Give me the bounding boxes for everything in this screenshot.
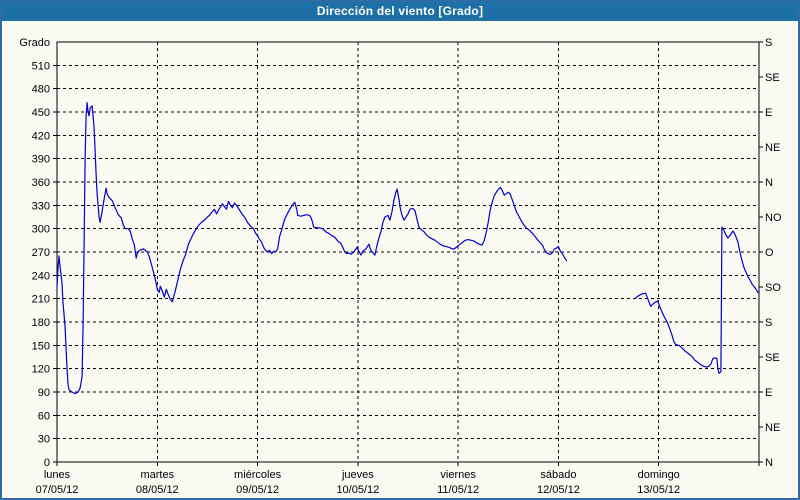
y-axis-left-tick-label: 90 — [38, 387, 50, 399]
y-axis-left-tick-label: 150 — [32, 340, 50, 352]
x-axis-day-label: lunes — [44, 469, 71, 481]
y-axis-left-tick-label: 60 — [38, 410, 50, 422]
y-axis-left-tick-label: 420 — [32, 130, 50, 142]
y-axis-left-tick-label: 510 — [32, 60, 50, 72]
y-axis-left-tick-label: 0 — [44, 457, 50, 469]
y-axis-right-compass-label: E — [765, 107, 772, 119]
x-axis-day-label: viernes — [440, 469, 476, 481]
y-axis-right-compass-label: SE — [765, 72, 780, 84]
y-axis-right-compass-label: S — [765, 37, 772, 49]
y-axis-left-tick-label: 180 — [32, 317, 50, 329]
y-axis-left-tick-label: 210 — [32, 294, 50, 306]
y-axis-left-tick-label: 120 — [32, 364, 50, 376]
y-axis-left-tick-label: 330 — [32, 200, 50, 212]
wind-direction-series-line — [633, 226, 759, 374]
x-axis-day-label: martes — [140, 469, 174, 481]
y-axis-left-tick-label: 240 — [32, 270, 50, 282]
y-axis-right-compass-label: NE — [765, 142, 780, 154]
y-axis-right-compass-label: NO — [765, 212, 782, 224]
y-axis-left-tick-label: 390 — [32, 154, 50, 166]
y-axis-right-compass-label: S — [765, 317, 772, 329]
chart-title: Dirección del viento [Grado] — [316, 4, 484, 18]
window-titlebar: Dirección del viento [Grado] — [2, 2, 798, 21]
y-axis-right-compass-label: E — [765, 387, 772, 399]
y-axis-right-compass-label: SO — [765, 282, 781, 294]
y-axis-left-tick-label: 30 — [38, 434, 50, 446]
y-axis-left-tick-label: 300 — [32, 224, 50, 236]
y-axis-right-compass-label: N — [765, 457, 773, 469]
y-axis-left-tick-label: 360 — [32, 177, 50, 189]
x-axis-day-label: domingo — [638, 469, 680, 481]
y-axis-left-tick-label: 450 — [32, 107, 50, 119]
x-axis-date-label: 09/05/12 — [236, 484, 279, 496]
x-axis-date-label: 10/05/12 — [336, 484, 379, 496]
x-axis-date-label: 12/05/12 — [537, 484, 580, 496]
y-axis-left-tick-label: 480 — [32, 84, 50, 96]
x-axis-date-label: 07/05/12 — [36, 484, 79, 496]
x-axis-day-label: miércoles — [234, 469, 282, 481]
x-axis-day-label: jueves — [341, 469, 374, 481]
x-axis-day-label: sábado — [540, 469, 576, 481]
x-axis-date-label: 13/05/12 — [637, 484, 680, 496]
y-axis-right-compass-label: N — [765, 177, 773, 189]
wind-direction-series-line — [56, 102, 568, 395]
y-axis-left-tick-label: 270 — [32, 247, 50, 259]
y-axis-right-compass-label: SE — [765, 352, 780, 364]
y-axis-right-compass-label: O — [765, 247, 774, 259]
y-axis-right-compass-label: NE — [765, 422, 780, 434]
x-axis-date-label: 11/05/12 — [437, 484, 479, 496]
y-axis-unit-label: Grado — [19, 37, 50, 49]
x-axis-date-label: 08/05/12 — [136, 484, 179, 496]
